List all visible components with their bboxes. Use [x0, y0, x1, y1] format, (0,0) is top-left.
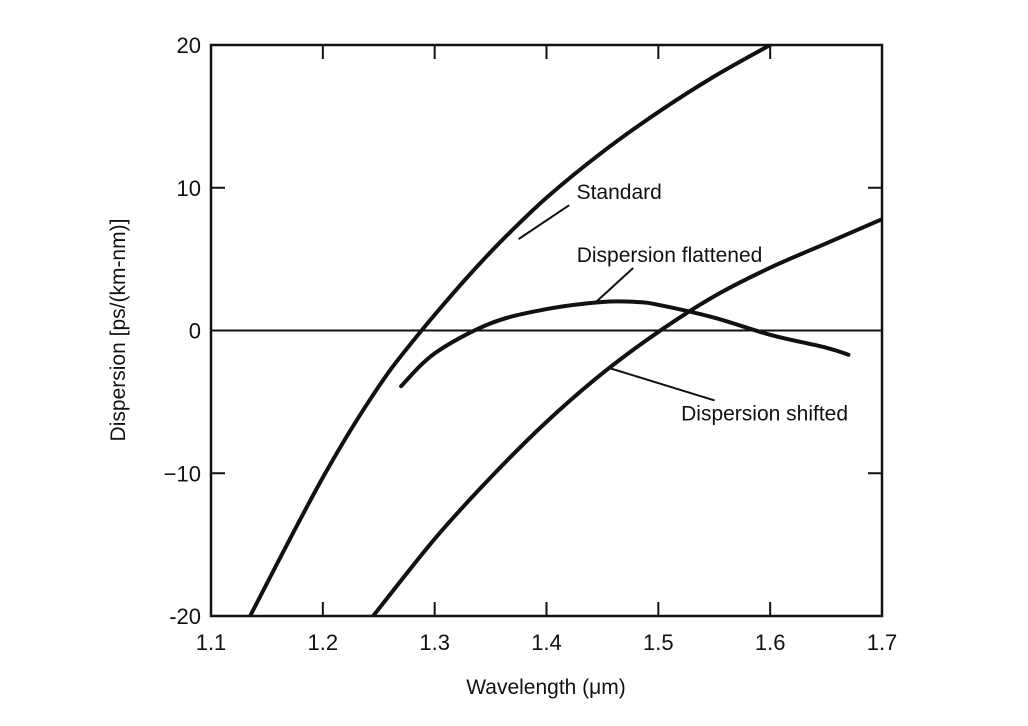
series-lines [248, 45, 882, 616]
annotation-standard: Standard [577, 181, 662, 204]
annotation-pointer [607, 366, 715, 402]
series-line-dispersion-flattened [399, 299, 851, 389]
x-tick-label: 1.5 [643, 630, 674, 655]
y-axis-label: Dispersion [ps/(km-nm)] [107, 219, 130, 442]
x-tick-label: 1.1 [196, 630, 227, 655]
y-tick-label: 20 [177, 33, 201, 58]
annotations: Standard Dispersion flattened Dispersion s… [517, 181, 848, 425]
tick-labels: 1.1 1.2 1.3 1.4 1.5 1.6 1.7 -20 −10 0 10 20 [164, 33, 898, 655]
annotation-pointer [517, 204, 570, 240]
x-tick-label: 1.6 [755, 630, 786, 655]
y-tick-label: 0 [189, 319, 201, 344]
annotation-pointer [596, 267, 634, 302]
y-tick-label: −10 [164, 461, 201, 486]
x-tick-label: 1.7 [867, 630, 898, 655]
series-line-standard [248, 45, 775, 616]
tick-marks [210, 44, 883, 617]
y-tick-label: 10 [177, 176, 201, 201]
annotation-dispersion-flattened: Dispersion flattened [577, 244, 763, 267]
annotation-dispersion-shifted: Dispersion shifted [681, 402, 848, 425]
series-line-dispersion-shifted [371, 217, 882, 616]
x-axis-label: Wavelength (μm) [466, 676, 626, 699]
y-tick-label: -20 [169, 604, 201, 629]
x-tick-label: 1.2 [308, 630, 339, 655]
x-tick-label: 1.4 [531, 630, 562, 655]
x-tick-label: 1.3 [419, 630, 450, 655]
